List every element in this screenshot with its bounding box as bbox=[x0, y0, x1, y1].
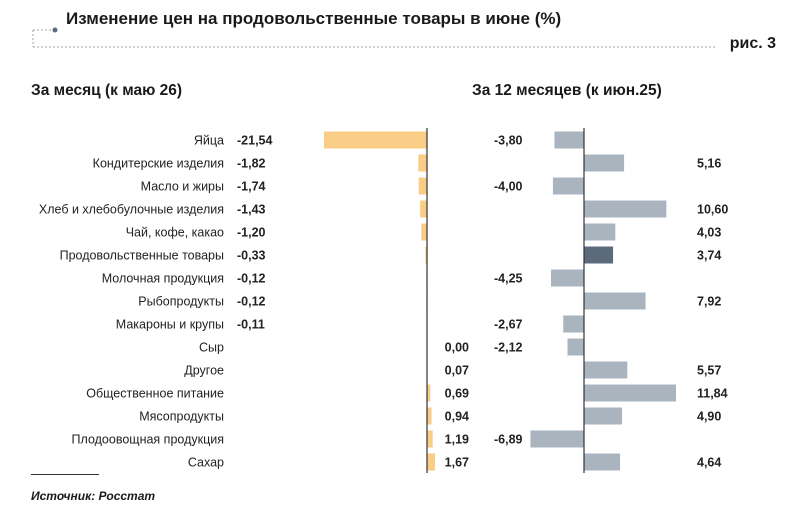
category-label: Яйца bbox=[194, 134, 224, 148]
monthly-value-label: -1,20 bbox=[237, 226, 266, 240]
category-label: Молочная продукция bbox=[102, 272, 224, 286]
category-label: Сахар bbox=[188, 456, 224, 470]
yearly-bar bbox=[584, 384, 676, 402]
category-label: Плодоовощная продукция bbox=[72, 433, 224, 447]
category-label: Макароны и крупы bbox=[116, 318, 224, 332]
yearly-bar bbox=[584, 292, 646, 310]
category-label: Масло и жиры bbox=[141, 180, 224, 194]
yearly-bar bbox=[584, 200, 667, 218]
yearly-value-label: -2,67 bbox=[494, 318, 523, 332]
figure-label: рис. 3 bbox=[729, 35, 776, 52]
yearly-value-label: 7,92 bbox=[697, 295, 721, 309]
monthly-value-label: 1,19 bbox=[445, 433, 469, 447]
monthly-value-label: -21,54 bbox=[237, 134, 272, 148]
monthly-bar bbox=[427, 453, 435, 471]
yearly-value-label: -3,80 bbox=[494, 134, 523, 148]
source-note: Источник: Росстат bbox=[31, 489, 156, 503]
monthly-bar bbox=[418, 177, 427, 195]
monthly-value-label: -0,11 bbox=[237, 318, 265, 332]
monthly-value-label: -0,12 bbox=[237, 295, 266, 309]
yearly-value-label: -6,89 bbox=[494, 433, 523, 447]
monthly-value-label: -1,82 bbox=[237, 157, 266, 171]
title-bracket bbox=[32, 27, 716, 48]
monthly-value-label: -0,12 bbox=[237, 272, 266, 286]
monthly-value-label: 0,00 bbox=[445, 341, 469, 355]
monthly-value-label: -1,74 bbox=[237, 180, 266, 194]
chart-title: Изменение цен на продовольственные товар… bbox=[66, 9, 562, 28]
yearly-bar bbox=[552, 177, 584, 195]
source-divider bbox=[31, 474, 99, 475]
yearly-bar bbox=[584, 407, 623, 425]
yearly-value-label: 4,03 bbox=[697, 226, 721, 240]
yearly-value-label: 4,90 bbox=[697, 410, 721, 424]
yearly-value-label: 11,84 bbox=[697, 387, 728, 401]
monthly-bar bbox=[324, 131, 427, 149]
monthly-bar bbox=[418, 154, 427, 172]
category-label: Хлеб и хлебобулочные изделия bbox=[39, 203, 224, 217]
category-label: Рыбопродукты bbox=[138, 295, 224, 309]
monthly-bar bbox=[427, 384, 431, 402]
yearly-value-label: 5,16 bbox=[697, 157, 721, 171]
monthly-bar bbox=[420, 200, 427, 218]
monthly-value-label: 0,69 bbox=[445, 387, 469, 401]
yearly-bar bbox=[567, 338, 584, 356]
monthly-bar bbox=[421, 223, 427, 241]
category-label: Общественное питание bbox=[86, 387, 224, 401]
yearly-bar bbox=[584, 453, 621, 471]
yearly-value-label: 10,60 bbox=[697, 203, 728, 217]
category-label: Чай, кофе, какао bbox=[126, 226, 224, 240]
category-label: Другое bbox=[184, 364, 224, 378]
yearly-bar bbox=[584, 246, 614, 264]
yearly-value-label: -4,00 bbox=[494, 180, 523, 194]
monthly-value-label: -1,43 bbox=[237, 203, 266, 217]
yearly-bar bbox=[584, 154, 625, 172]
yearly-value-label: 3,74 bbox=[697, 249, 721, 263]
yearly-value-label: -2,12 bbox=[494, 341, 523, 355]
monthly-value-label: 0,07 bbox=[445, 364, 469, 378]
monthly-value-label: -0,33 bbox=[237, 249, 266, 263]
yearly-bar bbox=[584, 223, 616, 241]
yearly-bar bbox=[584, 361, 628, 379]
yearly-value-label: 5,57 bbox=[697, 364, 721, 378]
monthly-bar bbox=[427, 430, 433, 448]
category-label: Мясопродукты bbox=[139, 410, 224, 424]
yearly-value-label: -4,25 bbox=[494, 272, 523, 286]
monthly-bar bbox=[427, 407, 432, 425]
monthly-value-label: 0,94 bbox=[445, 410, 469, 424]
monthly-bar bbox=[425, 246, 427, 264]
monthly-value-label: 1,67 bbox=[445, 456, 469, 470]
monthly-subtitle: За месяц (к маю 26) bbox=[31, 82, 183, 99]
yearly-bar bbox=[554, 131, 584, 149]
yearly-bar bbox=[530, 430, 584, 448]
category-label: Кондитерские изделия bbox=[93, 157, 224, 171]
yearly-value-label: 4,64 bbox=[697, 456, 721, 470]
yearly-bar bbox=[550, 269, 584, 287]
yearly-bar bbox=[563, 315, 584, 333]
category-label: Сыр bbox=[199, 341, 224, 355]
category-label: Продовольственные товары bbox=[60, 249, 224, 263]
yearly-subtitle: За 12 месяцев (к июн.25) bbox=[472, 82, 662, 99]
